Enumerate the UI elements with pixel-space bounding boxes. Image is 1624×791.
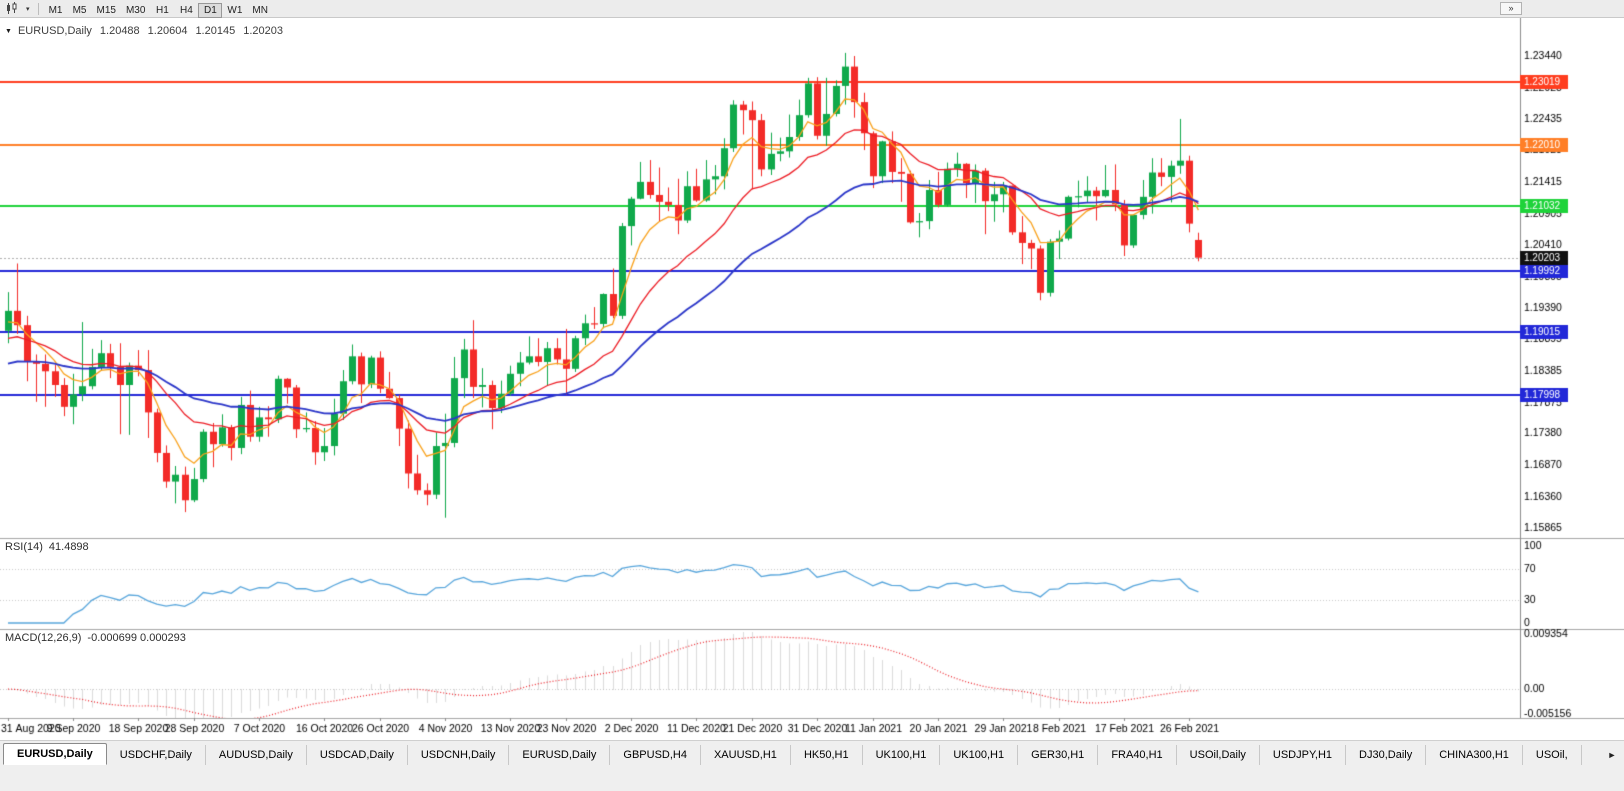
timeframe-button-h1[interactable]: H1 [150,3,174,18]
chart-menu-caret-icon[interactable]: ▾ [26,5,30,13]
tab-scroll-right-button[interactable]: ► [1602,746,1622,764]
bottom-tab-xauusd-h1[interactable]: XAUUSD,H1 [701,745,791,765]
macd-name: MACD(12,26,9) [5,632,82,644]
macd-indicator-label: MACD(12,26,9) -0.000699 0.000293 [5,632,186,644]
bottom-tab-uk100-h1[interactable]: UK100,H1 [940,745,1019,765]
bottom-tab-hk50-h1[interactable]: HK50,H1 [791,745,863,765]
chart-tabs: EURUSD,Daily USDCHF,Daily AUDUSD,Daily USDC… [0,741,1624,765]
bottom-tab-usdcnh-daily[interactable]: USDCNH,Daily [408,745,510,765]
timeframe-button-w1[interactable]: W1 [222,3,247,18]
bottom-tab-usdjpy-h1[interactable]: USDJPY,H1 [1260,745,1347,765]
top-toolbar: ▾ M1 M5 M15 M30 H1 H4 D1 W1 MN [0,0,1624,18]
bottom-tab-fra40-h1[interactable]: FRA40,H1 [1098,745,1177,765]
price-chart-canvas[interactable] [0,18,1624,740]
bottom-tab-china300-h1[interactable]: CHINA300,H1 [1426,745,1523,765]
bottom-tab-eurusd-daily[interactable]: EURUSD,Daily [3,743,107,765]
bottom-tab-usdchf-daily[interactable]: USDCHF,Daily [107,745,206,765]
candlestick-chart-icon[interactable] [3,1,22,16]
macd-values: -0.000699 0.000293 [87,632,186,644]
timeframe-button-h4[interactable]: H4 [174,3,198,18]
timeframe-button-m5[interactable]: M5 [68,3,92,18]
rsi-indicator-label: RSI(14) 41.4898 [5,541,89,553]
toolbar-separator [37,2,39,15]
timeframe-button-mn[interactable]: MN [247,3,273,18]
bottom-tab-eurusd-daily[interactable]: EURUSD,Daily [509,745,611,765]
bottom-tab-dj30-daily[interactable]: DJ30,Daily [1346,745,1427,765]
timeframe-button-m30[interactable]: M30 [121,3,150,18]
bottom-tab-audusd-daily[interactable]: AUDUSD,Daily [206,745,307,765]
timeframe-button-d1[interactable]: D1 [198,2,223,18]
ohlc-low: 1.20145 [195,25,236,37]
bottom-tab-uk100-h1[interactable]: UK100,H1 [863,745,941,765]
bottom-tab-usoil[interactable]: USOil, [1523,745,1582,765]
timeframe-buttons-group: M1 M5 M15 M30 H1 H4 D1 W1 MN [44,0,273,18]
bottom-tab-usoil-daily[interactable]: USOil,Daily [1177,745,1260,765]
ohlc-high: 1.20604 [147,25,188,37]
bottom-tab-ger30-h1[interactable]: GER30,H1 [1018,745,1099,765]
toolbar-overflow-button[interactable]: » [1500,2,1522,15]
ohlc-close: 1.20203 [243,25,283,37]
rsi-name: RSI(14) [5,541,43,553]
chart-ohlc-header: ▼ EURUSD,Daily 1.20488 1.20604 1.20145 1… [5,25,283,37]
timeframe-button-m15[interactable]: M15 [92,3,121,18]
timeframe-button-m1[interactable]: M1 [44,3,68,18]
chart-symbol-period: EURUSD,Daily [17,25,92,37]
bottom-tab-usdcad-daily[interactable]: USDCAD,Daily [307,745,408,765]
bottom-tab-gbpusd-h4[interactable]: GBPUSD,H4 [610,745,701,765]
chart-tab-bar: EURUSD,Daily USDCHF,Daily AUDUSD,Daily USDC… [0,740,1624,791]
ohlc-open: 1.20488 [99,25,140,37]
ohlc-expand-icon[interactable]: ▼ [5,27,12,35]
rsi-value: 41.4898 [48,541,89,553]
